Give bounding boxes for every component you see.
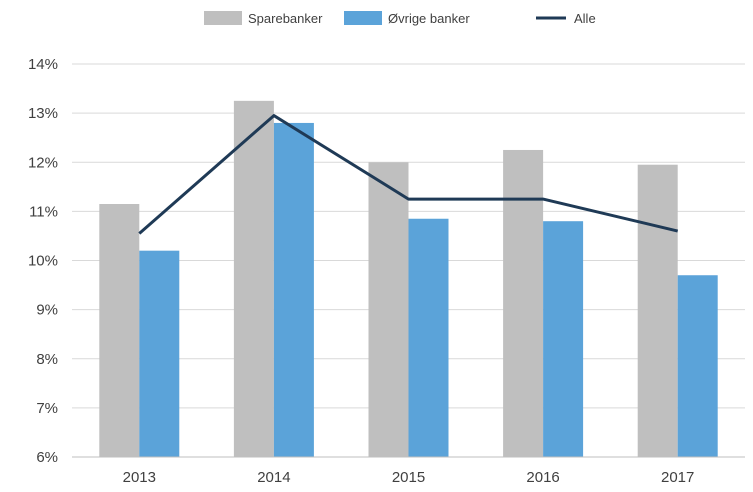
x-tick-label: 2013 (123, 469, 156, 486)
bar-sparebanker-2016 (503, 149, 544, 457)
bar-sparebanker-2014 (233, 100, 274, 457)
legend-label-alle: Alle (574, 11, 596, 26)
y-tick-label: 10% (28, 253, 58, 270)
y-tick-label: 6% (36, 449, 58, 466)
y-tick-label: 14% (28, 56, 58, 73)
bar-ovrige-banker-2014 (273, 122, 314, 457)
bar-ovrige-banker-2015 (408, 218, 449, 457)
x-tick-label: 2015 (392, 469, 425, 486)
bar-sparebanker-2013 (99, 204, 140, 457)
bars-layer (99, 100, 718, 458)
x-tick-label: 2017 (661, 469, 694, 486)
y-tick-label: 11% (29, 203, 58, 220)
y-tick-label: 13% (28, 105, 58, 122)
bar-ovrige-banker-2013 (139, 250, 180, 457)
line-layer (138, 114, 679, 235)
bar-sparebanker-2017 (637, 164, 678, 458)
x-tick-label: 2016 (526, 469, 559, 486)
legend-label-sparebanker: Sparebanker (248, 11, 323, 26)
y-tick-label: 8% (36, 351, 58, 368)
y-tick-label: 9% (36, 302, 58, 319)
bar-sparebanker-2015 (368, 162, 409, 457)
legend: Sparebanker Øvrige banker Alle (204, 11, 596, 26)
y-tick-label: 12% (28, 154, 58, 171)
legend-label-ovrige-banker: Øvrige banker (388, 11, 470, 26)
legend-swatch-ovrige-banker (344, 11, 382, 25)
legend-swatch-sparebanker (204, 11, 242, 25)
axis-layer: 6% 7% 8% 9% 10% 11% 12% 13% 14% 2013 2014 2015 2016 2… (28, 56, 745, 486)
x-tick-label: 2014 (257, 469, 290, 486)
bar-ovrige-banker-2016 (543, 221, 584, 457)
y-tick-label: 7% (36, 400, 58, 417)
bar-ovrige-banker-2017 (677, 275, 718, 457)
